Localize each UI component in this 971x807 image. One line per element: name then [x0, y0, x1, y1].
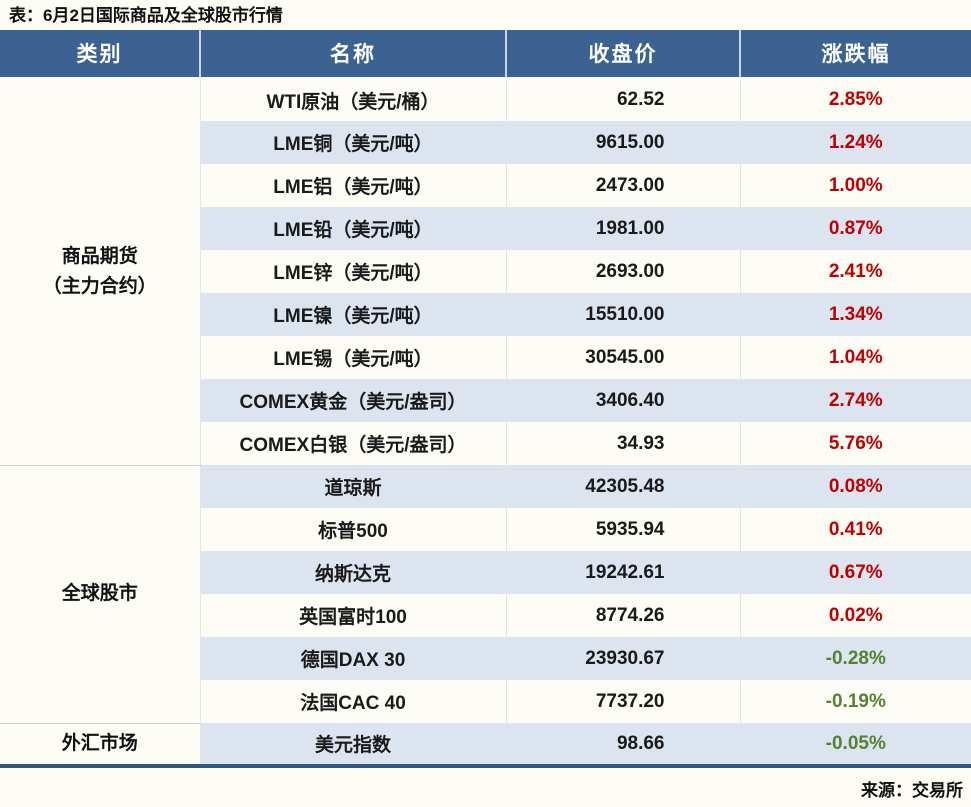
header-name: 名称 [199, 30, 506, 80]
table-row: 外汇市场 美元指数 98.66 -0.05% [0, 723, 971, 767]
category-label: （主力合约） [42, 276, 157, 297]
close-price: 5935.94 [505, 508, 740, 551]
table-row: 法国CAC 40 7737.20 -0.19% [0, 680, 971, 723]
table-row: LME镍（美元/吨） 15510.00 1.34% [0, 293, 971, 336]
close-price: 7737.20 [505, 680, 740, 723]
close-price: 62.52 [505, 78, 740, 121]
header-category: 类别 [0, 30, 200, 80]
table-header-row: 类别 名称 收盘价 涨跌幅 [0, 30, 971, 80]
category-label: 外汇市场 [61, 732, 138, 754]
header-close-price: 收盘价 [505, 30, 740, 80]
instrument-name: LME镍（美元/吨） [199, 293, 506, 336]
instrument-name: 道琼斯 [199, 465, 506, 508]
change-percent: 0.02% [739, 594, 971, 637]
category-cell-global-stocks: 全球股市 [0, 465, 201, 724]
change-percent: 1.24% [739, 121, 971, 164]
close-price: 23930.67 [505, 637, 740, 680]
category-label: 商品期货 [61, 246, 138, 267]
table-row: 标普500 5935.94 0.41% [0, 508, 971, 551]
instrument-name: 标普500 [199, 508, 506, 551]
change-percent: 0.08% [739, 465, 971, 508]
change-percent: -0.28% [739, 637, 971, 680]
table-row: 商品期货 （主力合约） WTI原油（美元/桶） 62.52 2.85% [0, 78, 971, 466]
change-percent: 1.04% [739, 336, 971, 379]
table-row: LME锌（美元/吨） 2693.00 2.41% [0, 250, 971, 293]
instrument-name: COMEX白银（美元/盎司） [199, 422, 506, 465]
close-price: 15510.00 [505, 293, 740, 336]
source-note: 来源：交易所 [861, 781, 963, 800]
close-price: 2473.00 [505, 164, 740, 207]
change-percent: 0.41% [739, 508, 971, 551]
market-data-table: 类别 名称 收盘价 涨跌幅 商品期货 （主力合约） WTI原油（美元/桶） 62… [0, 30, 971, 768]
close-price: 19242.61 [505, 551, 740, 594]
change-percent: 1.00% [739, 164, 971, 207]
close-price: 98.66 [505, 723, 740, 766]
instrument-name: 英国富时100 [199, 594, 506, 637]
instrument-name: LME锌（美元/吨） [199, 250, 506, 293]
instrument-name: LME铜（美元/吨） [199, 121, 506, 164]
change-percent: -0.19% [739, 680, 971, 723]
table-row: LME锡（美元/吨） 30545.00 1.04% [0, 336, 971, 379]
table-row: LME铅（美元/吨） 1981.00 0.87% [0, 207, 971, 250]
table-row: LME铜（美元/吨） 9615.00 1.24% [0, 121, 971, 164]
table-row: COMEX黄金（美元/盎司） 3406.40 2.74% [0, 379, 971, 422]
instrument-name: 纳斯达克 [199, 551, 506, 594]
instrument-name: LME锡（美元/吨） [199, 336, 506, 379]
table-row: 德国DAX 30 23930.67 -0.28% [0, 637, 971, 680]
change-percent: 0.87% [739, 207, 971, 250]
change-percent: 1.34% [739, 293, 971, 336]
category-cell-commodity-futures: 商品期货 （主力合约） [0, 78, 201, 466]
table-row: 纳斯达克 19242.61 0.67% [0, 551, 971, 594]
instrument-name: 美元指数 [199, 723, 506, 766]
close-price: 8774.26 [505, 594, 740, 637]
close-price: 2693.00 [505, 250, 740, 293]
instrument-name: LME铅（美元/吨） [199, 207, 506, 250]
table-row: LME铝（美元/吨） 2473.00 1.00% [0, 164, 971, 207]
close-price: 1981.00 [505, 207, 740, 250]
close-price: 3406.40 [505, 379, 740, 422]
table-row: COMEX白银（美元/盎司） 34.93 5.76% [0, 422, 971, 465]
close-price: 34.93 [505, 422, 740, 465]
change-percent: 0.67% [739, 551, 971, 594]
instrument-name: WTI原油（美元/桶） [199, 78, 506, 121]
category-cell-forex: 外汇市场 [0, 723, 201, 767]
change-percent: 2.41% [739, 250, 971, 293]
table-row: 英国富时100 8774.26 0.02% [0, 594, 971, 637]
change-percent: 5.76% [739, 422, 971, 465]
change-percent: -0.05% [739, 723, 971, 766]
table-row: 全球股市 道琼斯 42305.48 0.08% [0, 465, 971, 724]
instrument-name: COMEX黄金（美元/盎司） [199, 379, 506, 422]
category-label: 全球股市 [61, 583, 138, 604]
table-title: 表：6月2日国际商品及全球股市行情 [9, 6, 283, 25]
instrument-name: 法国CAC 40 [199, 680, 506, 723]
change-percent: 2.74% [739, 379, 971, 422]
change-percent: 2.85% [739, 78, 971, 121]
close-price: 9615.00 [505, 121, 740, 164]
instrument-name: LME铝（美元/吨） [199, 164, 506, 207]
header-change-percent: 涨跌幅 [739, 30, 971, 80]
instrument-name: 德国DAX 30 [199, 637, 506, 680]
close-price: 30545.00 [505, 336, 740, 379]
close-price: 42305.48 [505, 465, 740, 508]
